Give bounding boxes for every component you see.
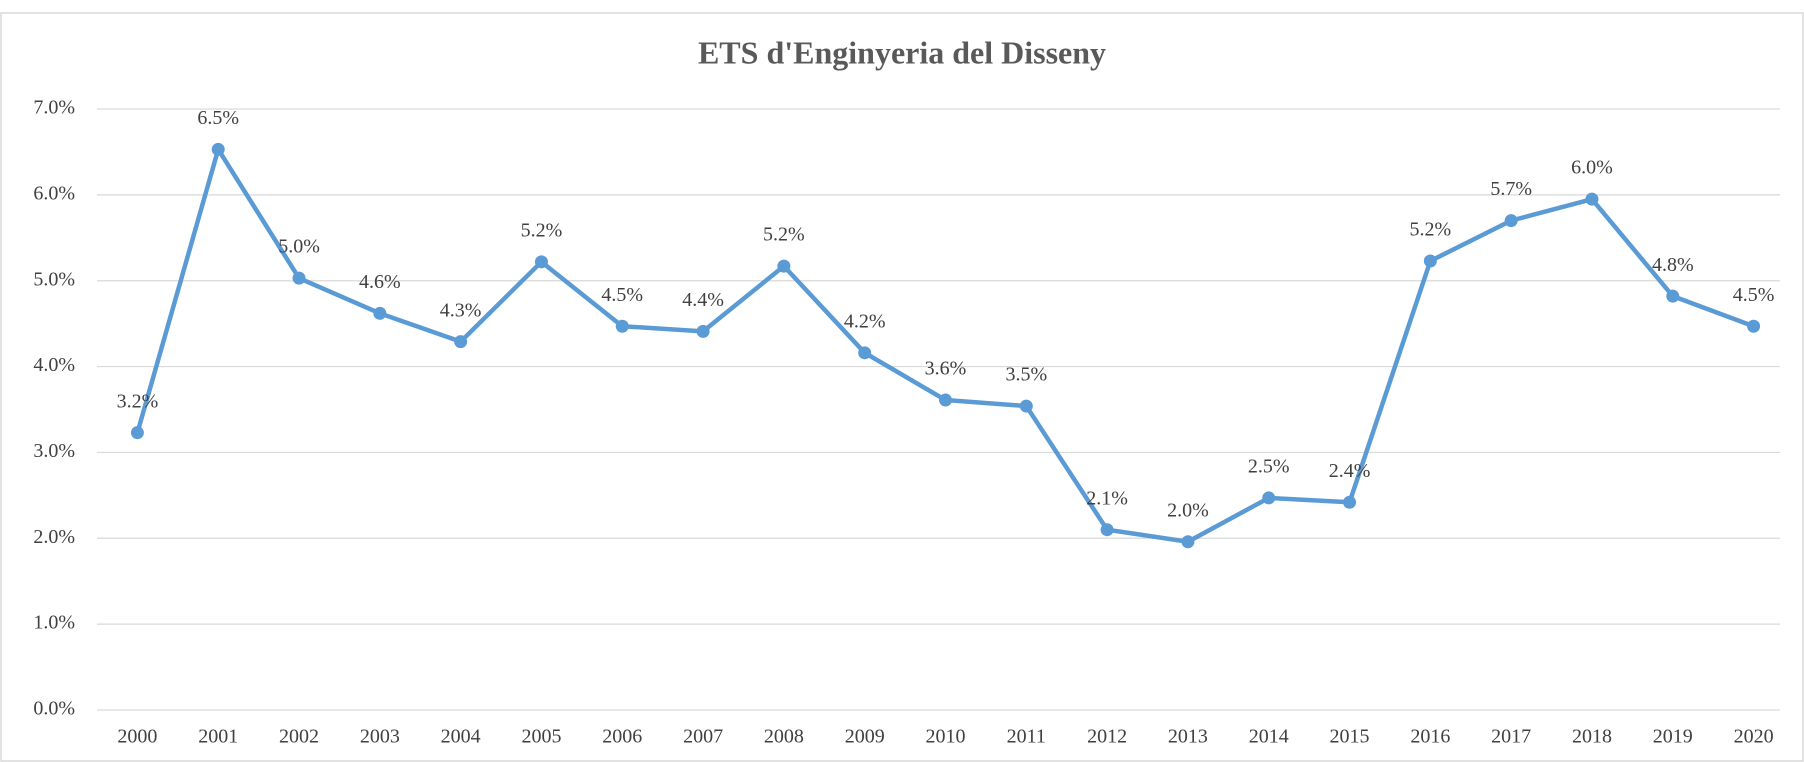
marker	[1181, 535, 1195, 549]
data-label: 3.5%	[1005, 364, 1047, 386]
x-tick-label: 2005	[521, 726, 561, 748]
x-tick-label: 2011	[1007, 726, 1046, 748]
y-tick-label: 4.0%	[33, 354, 75, 376]
marker	[1585, 192, 1599, 206]
data-label: 2.0%	[1167, 499, 1209, 521]
marker	[696, 324, 710, 338]
x-tick-label: 2018	[1572, 726, 1612, 748]
marker	[939, 393, 952, 407]
data-label: 4.4%	[682, 289, 724, 311]
data-label: 6.5%	[197, 107, 239, 129]
marker	[292, 271, 306, 285]
marker	[130, 426, 144, 440]
chart-border	[0, 12, 1804, 762]
x-tick-label: 2004	[441, 726, 481, 748]
marker	[454, 335, 468, 349]
data-label: 5.7%	[1490, 178, 1532, 200]
x-tick-label: 2003	[360, 726, 400, 748]
x-tick-label: 2000	[117, 726, 157, 748]
marker	[615, 319, 629, 333]
x-tick-label: 2001	[198, 726, 238, 748]
marker	[211, 142, 225, 156]
data-label: 4.2%	[844, 310, 886, 332]
data-label: 5.0%	[278, 236, 320, 258]
x-tick-label: 2015	[1330, 726, 1370, 748]
x-tick-label: 2009	[845, 726, 885, 748]
data-label: 2.1%	[1086, 487, 1128, 509]
data-label: 4.5%	[601, 284, 643, 306]
marker	[1423, 254, 1437, 268]
y-tick-label: 1.0%	[33, 612, 75, 634]
marker	[1747, 319, 1761, 333]
x-tick-label: 2016	[1410, 726, 1450, 748]
x-tick-label: 2008	[764, 726, 804, 748]
x-tick-label: 2020	[1734, 726, 1774, 748]
x-tick-label: 2002	[279, 726, 319, 748]
data-label: 3.2%	[117, 390, 159, 412]
x-tick-label: 2017	[1491, 726, 1531, 748]
data-label: 2.4%	[1329, 460, 1371, 482]
data-label: 3.6%	[925, 358, 967, 380]
marker	[1100, 523, 1114, 537]
data-label: 4.8%	[1652, 254, 1694, 276]
marker	[1666, 289, 1680, 303]
data-label: 4.5%	[1733, 284, 1775, 306]
data-label: 4.3%	[440, 299, 482, 321]
x-tick-label: 2010	[926, 726, 966, 748]
marker	[858, 346, 872, 360]
y-tick-label: 3.0%	[33, 440, 75, 462]
y-tick-label: 7.0%	[33, 97, 75, 119]
x-tick-label: 2007	[683, 726, 723, 748]
x-tick-label: 2012	[1087, 726, 1127, 748]
x-tick-label: 2006	[602, 726, 642, 748]
marker	[534, 255, 548, 269]
data-label: 5.2%	[521, 219, 563, 241]
marker	[1262, 491, 1276, 505]
marker	[1343, 495, 1357, 509]
y-tick-label: 5.0%	[33, 268, 75, 290]
marker	[373, 306, 387, 320]
data-label: 5.2%	[763, 224, 805, 246]
marker	[1019, 399, 1033, 413]
marker	[777, 259, 791, 273]
x-tick-label: 2019	[1653, 726, 1693, 748]
y-tick-label: 6.0%	[33, 182, 75, 204]
data-label: 5.2%	[1410, 219, 1452, 241]
y-tick-label: 2.0%	[33, 526, 75, 548]
x-tick-label: 2014	[1249, 726, 1289, 748]
y-tick-label: 0.0%	[33, 698, 75, 720]
data-label: 4.6%	[359, 271, 401, 293]
data-label: 2.5%	[1248, 456, 1290, 478]
x-tick-label: 2013	[1168, 726, 1208, 748]
chart-title: ETS d'Enginyeria del Disseny	[698, 34, 1106, 70]
marker	[1504, 214, 1518, 228]
data-label: 6.0%	[1571, 157, 1613, 179]
